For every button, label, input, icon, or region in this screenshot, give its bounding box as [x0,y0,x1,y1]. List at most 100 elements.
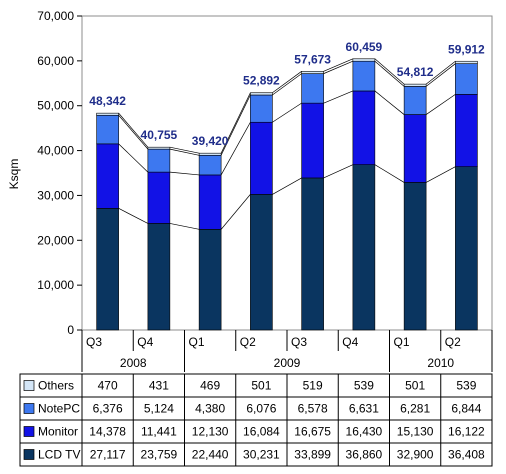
data-table-cell: 16,122 [448,425,485,439]
series-connector-line [272,102,302,123]
data-table-cell: 33,899 [294,448,331,462]
bar-segment [403,86,427,115]
data-table-cell: 6,844 [451,402,481,416]
series-connector-line [374,90,405,115]
data-table-cell: 4,380 [195,402,225,416]
data-table-cell: 36,860 [346,448,383,462]
series-connector-line [272,71,302,94]
data-table-cell: 539 [354,379,374,393]
bar-segment [403,182,427,331]
legend-label: Monitor [38,425,78,439]
series-connector-line [220,92,251,154]
data-table-cell: 16,084 [243,425,280,439]
bar-segment [352,58,376,62]
legend-label: NotePC [38,402,80,416]
bar-segment [147,146,171,150]
y-tick-label: 70,000 [37,9,74,23]
bar-segment [352,164,376,331]
data-table-cell: 27,117 [90,448,126,462]
bar-segment [352,60,376,92]
series-connector-line [118,208,149,224]
series-connector-line [220,94,251,156]
y-tick-label: 50,000 [37,99,74,113]
plot-area [81,15,493,331]
year-label: 2008 [120,356,147,370]
data-table-cell: 30,231 [243,448,280,462]
series-connector-line [118,143,149,173]
series-connector-line [323,90,354,104]
category-label: Q4 [137,335,153,349]
category-label: Q3 [291,335,307,349]
bar-segment [198,154,222,176]
total-label: 39,420 [192,134,229,148]
series-connector-line [169,148,200,156]
data-table-cell: 6,631 [349,402,379,416]
data-table-cell: 6,281 [400,402,430,416]
category-label: Q2 [445,335,461,349]
series-connector-line [425,166,456,183]
bar-segment [455,94,478,167]
year-label: 2010 [427,356,454,370]
bar-segment [198,152,222,156]
bar-segment [198,174,222,230]
bar-segment [403,83,427,87]
data-table-cell: 470 [98,379,118,393]
series-connector-line [220,194,251,230]
series-connector-line [323,164,354,179]
legend-swatch [23,449,35,460]
data-table-cell: 11,441 [141,425,177,439]
data-table-cell: 16,430 [346,425,383,439]
total-label: 57,673 [294,52,331,66]
bar-segment [301,73,324,104]
category-label: Q2 [240,335,256,349]
data-table-cell: 501 [251,379,271,393]
series-connector-line [374,164,405,183]
data-table-cell: 22,440 [192,448,229,462]
data-table-cell: 6,578 [298,402,328,416]
data-table-cell: 16,675 [294,425,331,439]
series-connector-line [425,60,456,85]
data-table-cell: 36,408 [448,448,485,462]
bar-segment [455,60,478,64]
bar-segment [198,229,222,331]
series-connector-line [220,122,251,176]
bar-segment [96,112,119,116]
y-tick-label: 20,000 [37,233,74,247]
data-table-cell: 32,900 [397,448,434,462]
y-tick-label: 0 [67,323,74,337]
series-connector-line [374,58,405,85]
series-connector-line [272,73,302,96]
category-label: Q4 [342,335,358,349]
y-tick-label: 40,000 [37,144,74,158]
bar-segment [403,114,427,183]
total-label: 54,812 [397,65,434,79]
data-table-cell: 469 [200,379,220,393]
bar-segment [147,148,171,173]
series-connector-line [169,171,200,176]
data-table-cell: 15,130 [397,425,434,439]
legend-swatch [23,403,35,414]
data-table-cell: 519 [303,379,323,393]
bar-segment [96,143,119,209]
legend-swatch [23,426,35,437]
category-label: Q1 [394,335,410,349]
bar-segment [250,121,273,195]
data-table-cell: 6,076 [246,402,276,416]
legend-label: LCD TV [38,448,80,462]
series-connector-line [118,115,149,150]
bar-segment [250,94,273,123]
series-connector-line [323,58,354,72]
bar-segment [301,71,324,74]
category-label: Q3 [86,335,102,349]
bar-segment [301,177,324,331]
total-label: 60,459 [346,40,383,54]
data-table-cell: 14,378 [89,425,126,439]
series-connector-line [169,146,200,154]
y-tick-label: 10,000 [37,278,74,292]
total-label: 48,342 [89,94,126,108]
data-table-cell: 539 [456,379,476,393]
total-label: 40,755 [141,128,178,142]
data-table-cell: 12,130 [192,425,229,439]
